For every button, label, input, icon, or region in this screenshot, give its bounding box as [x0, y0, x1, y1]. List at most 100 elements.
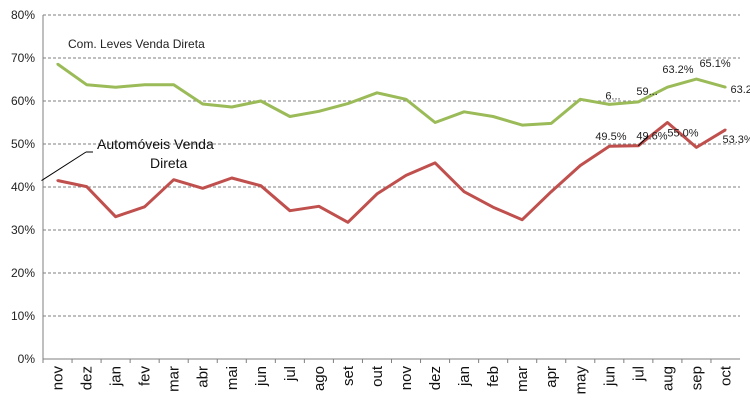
data-point [172, 178, 175, 181]
data-point [259, 184, 263, 187]
x-tick-label: dez [79, 366, 96, 390]
data-point [346, 102, 350, 105]
data-point [317, 205, 321, 208]
x-tick-label: jul [630, 366, 647, 382]
data-point [579, 164, 582, 167]
label-leader-line [638, 135, 649, 147]
x-tick-label: nov [398, 366, 415, 391]
data-point [201, 102, 204, 106]
x-tick-label: nov [50, 366, 67, 391]
data-point [491, 206, 495, 209]
data-point [230, 176, 233, 180]
data-point [608, 144, 611, 148]
x-tick-label: abr [195, 366, 212, 388]
data-point [666, 86, 669, 89]
x-axis-ticks: nov dez jan fev mar abr mai jun jul ago set out nov d… [42, 359, 734, 395]
data-point [695, 77, 698, 81]
data-point [520, 218, 524, 221]
data-label: 65.1% [699, 58, 730, 70]
series-names: Com. Leves Venda Direta Automóveis Venda… [41, 37, 214, 181]
x-tick-label: jun [253, 366, 270, 387]
x-tick-label: oct [717, 365, 734, 386]
data-point [550, 122, 553, 125]
data-point [85, 83, 88, 86]
data-point [172, 83, 175, 86]
x-tick-label: ago [311, 366, 328, 391]
data-point [114, 86, 117, 89]
y-tick-label: 80% [11, 8, 35, 22]
y-tick-label: 20% [11, 266, 35, 280]
data-point [637, 100, 640, 104]
data-point [375, 192, 379, 196]
data-label: 49.5% [595, 131, 626, 143]
data-point [404, 174, 408, 177]
data-point [550, 190, 553, 193]
x-tick-label: apr [543, 366, 560, 388]
data-point [114, 215, 117, 218]
data-point [56, 62, 59, 66]
gridlines [42, 14, 740, 360]
x-tick-label: jan [456, 366, 473, 387]
y-tick-label: 70% [11, 51, 35, 65]
x-tick-label: mar [514, 366, 531, 392]
x-tick-label: feb [485, 366, 502, 387]
series-line-0 [56, 62, 726, 127]
data-point [491, 115, 495, 118]
data-point [143, 205, 146, 208]
x-tick-label: aug [659, 366, 676, 391]
data-point [375, 91, 379, 95]
data-point [230, 105, 233, 109]
data-label: 63.2% [730, 84, 750, 96]
x-tick-label: mai [224, 366, 241, 390]
y-tick-label: 60% [11, 94, 35, 108]
data-label: 49.6% [636, 131, 667, 143]
data-label: 59... [636, 86, 657, 98]
series-label-com-leves: Com. Leves Venda Direta [68, 37, 205, 51]
x-tick-label: out [369, 365, 386, 387]
data-label: 53.3% [722, 134, 750, 146]
series-label-automoveis-line2: Direta [150, 155, 188, 171]
y-tick-label: 0% [18, 352, 36, 366]
data-point [724, 86, 727, 89]
data-point [579, 98, 582, 101]
data-point [201, 187, 204, 190]
data-point [85, 185, 88, 188]
data-point [143, 83, 146, 86]
data-point [56, 179, 59, 182]
data-point [259, 99, 263, 103]
data-label: 55.0% [667, 128, 698, 140]
data-point [520, 123, 524, 127]
x-tick-label: dez [427, 366, 444, 390]
data-point [724, 128, 727, 132]
y-tick-label: 10% [11, 309, 35, 323]
x-tick-label: mar [166, 366, 183, 392]
data-labels: 6... 59... 63.2% 65.1% 63.2% 49.5% 49.6%55.0% 5… [595, 58, 750, 147]
data-point [288, 115, 292, 118]
y-tick-label: 40% [11, 180, 35, 194]
y-tick-label: 30% [11, 223, 35, 237]
series-label-leader-line [41, 151, 87, 181]
data-point [433, 161, 437, 165]
data-point [608, 103, 611, 106]
data-point [462, 110, 466, 113]
y-tick-label: 50% [11, 137, 35, 151]
data-point [666, 121, 669, 124]
x-tick-label: may [572, 366, 589, 395]
data-point [346, 221, 350, 224]
x-tick-label: jan [108, 366, 125, 387]
data-point [404, 98, 408, 101]
data-point [462, 190, 466, 193]
x-tick-label: fev [137, 366, 154, 387]
data-label: 63.2% [662, 64, 693, 76]
x-tick-label: sep [688, 366, 705, 390]
data-point [317, 110, 321, 113]
data-point [433, 121, 437, 124]
series-line-1 [57, 121, 727, 224]
data-point [288, 209, 292, 212]
data-label: 6... [605, 90, 620, 102]
series-label-automoveis-line1: Automóveis Venda [97, 136, 214, 152]
x-tick-label: set [340, 365, 357, 386]
x-tick-label: jul [282, 366, 299, 382]
y-axis-ticks: 0% 10% 20% 30% 40% 50% 60% 70% 80% [11, 8, 35, 366]
